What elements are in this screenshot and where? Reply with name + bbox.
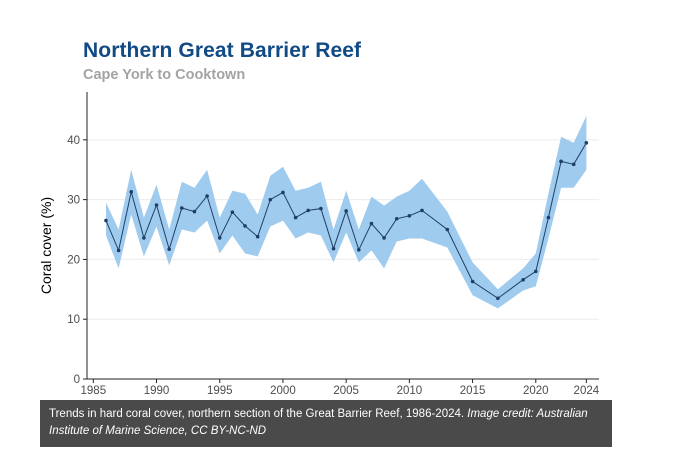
x-tick-label: 2000	[270, 385, 296, 397]
x-tick-label: 2005	[333, 385, 359, 397]
x-tick-label: 1985	[81, 385, 107, 397]
x-tick-label: 2015	[460, 385, 486, 397]
data-point	[584, 141, 589, 145]
data-point	[243, 224, 247, 228]
data-point	[533, 269, 538, 274]
data-point	[129, 190, 134, 194]
data-point	[369, 221, 374, 226]
data-point	[521, 277, 525, 282]
data-point	[268, 197, 273, 202]
x-tick-label: 1995	[207, 385, 233, 397]
y-axis-label: Coral cover (%)	[40, 197, 54, 294]
caption-credit: Image credit: Australian Institute of Ma…	[49, 408, 588, 437]
x-tick-label: 2024	[574, 385, 600, 397]
data-point	[546, 215, 551, 220]
data-point	[407, 213, 412, 218]
y-tick-label: 10	[67, 314, 80, 326]
data-points	[104, 141, 589, 301]
data-point	[205, 194, 209, 198]
y-axis-ticks: 0 10 20 30 40	[67, 135, 87, 386]
data-point	[230, 210, 235, 214]
data-point	[281, 190, 285, 195]
y-tick-label: 0	[74, 374, 80, 386]
data-point	[116, 248, 121, 253]
data-point	[571, 162, 576, 167]
data-point	[394, 216, 399, 221]
data-point	[331, 246, 336, 251]
data-point	[255, 234, 260, 239]
data-point	[445, 227, 450, 232]
data-point	[357, 248, 361, 252]
data-point	[293, 215, 298, 220]
data-point	[382, 236, 386, 240]
coral-cover-plot: 1985 1990 1995 2000 2005 2010 2015 2020 2024 0 10…	[40, 92, 600, 397]
data-point	[319, 206, 323, 211]
data-point	[559, 159, 563, 164]
y-tick-label: 20	[67, 254, 80, 266]
data-point	[420, 208, 424, 213]
x-tick-label: 2010	[397, 385, 423, 397]
x-tick-label: 2020	[523, 385, 549, 397]
x-axis-ticks: 1985 1990 1995 2000 2005 2010 2015 2020 2024	[81, 379, 600, 397]
chart-subtitle: Cape York to Cooktown	[83, 67, 246, 83]
data-point	[167, 247, 171, 252]
data-point	[180, 206, 184, 210]
caption-text: Trends in hard coral cover, northern sec…	[49, 408, 465, 420]
data-point	[470, 279, 475, 284]
chart-figure: Northern Great Barrier Reef Cape York to…	[40, 30, 612, 447]
data-point	[142, 236, 146, 240]
image-caption: Trends in hard coral cover, northern sec…	[40, 400, 612, 447]
data-point	[104, 218, 108, 223]
data-point	[496, 296, 500, 301]
x-tick-label: 1990	[144, 385, 170, 397]
y-tick-label: 30	[67, 195, 80, 207]
data-point	[306, 208, 311, 213]
data-point	[192, 209, 197, 214]
chart-title: Northern Great Barrier Reef	[83, 39, 362, 62]
data-point	[217, 236, 222, 240]
y-tick-label: 40	[67, 135, 80, 147]
gridlines	[87, 139, 599, 380]
data-point	[154, 203, 159, 207]
data-point	[344, 209, 348, 213]
